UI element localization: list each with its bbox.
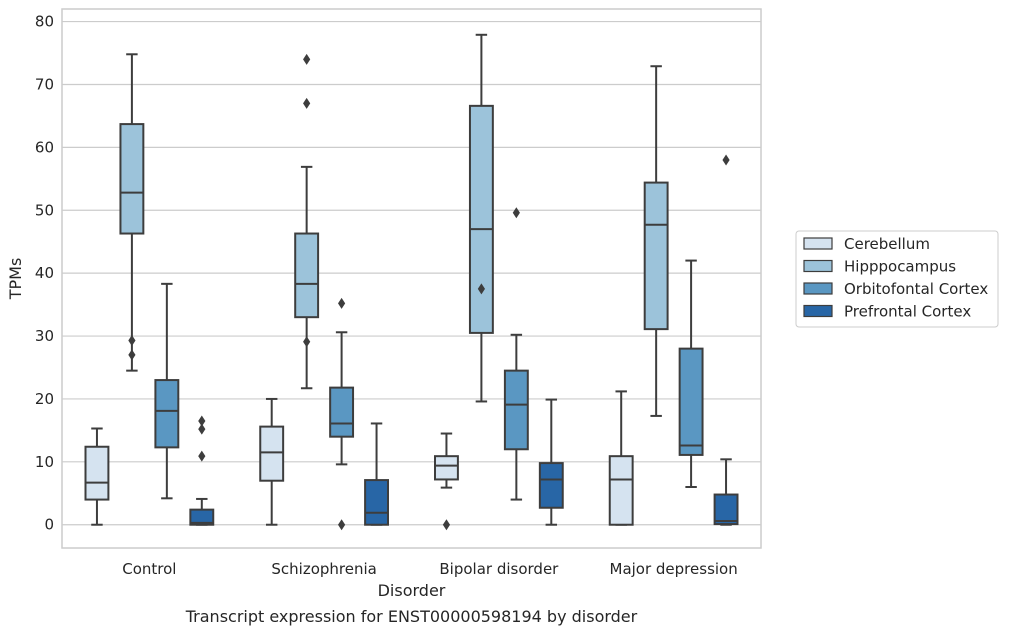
outlier-point	[198, 450, 206, 462]
box-3-2	[538, 398, 564, 526]
outlier-point	[198, 415, 206, 427]
x-tick-label: Schizophrenia	[271, 560, 376, 578]
y-tick-label: 50	[35, 201, 54, 219]
outlier-point	[303, 53, 311, 65]
y-tick-label: 60	[35, 138, 54, 156]
box-0-2	[434, 432, 459, 531]
box-iqr	[364, 479, 389, 526]
box-iqr	[643, 181, 669, 331]
x-tick-label: Major depression	[610, 560, 738, 578]
y-tick-label: 10	[35, 453, 54, 471]
box-1-2	[468, 33, 494, 403]
box-1-0	[119, 53, 145, 372]
box-iqr	[259, 425, 285, 482]
outlier-point	[477, 283, 485, 295]
box-0-1	[259, 397, 285, 526]
box-2-2	[503, 207, 529, 501]
box-1-3	[643, 65, 669, 417]
plot-frame	[61, 8, 762, 549]
box-iqr	[434, 455, 459, 481]
legend-frame	[795, 230, 999, 328]
legend-label: Cerebellum	[844, 235, 930, 253]
box-iqr	[84, 445, 110, 501]
legend-label: Prefrontal Cortex	[844, 303, 971, 321]
y-tick-label: 30	[35, 327, 54, 345]
x-tick-label: Bipolar disorder	[439, 560, 559, 578]
chart-caption: Transcript expression for ENST0000059819…	[185, 607, 638, 626]
legend: Cerebellum Hipppocampus Orbitofontal Corte…	[795, 230, 999, 328]
outlier-point	[303, 336, 311, 348]
box-iqr	[329, 386, 355, 438]
box-iqr	[119, 123, 145, 235]
box-0-0	[84, 427, 110, 526]
box-iqr	[713, 493, 739, 526]
outlier-point	[338, 519, 346, 531]
y-tick-label: 70	[35, 75, 54, 93]
legend-swatch	[803, 304, 833, 318]
x-tick-label: Control	[122, 560, 176, 578]
box-0-3	[608, 390, 634, 526]
box-2-3	[678, 259, 704, 488]
y-axis-ticks: 0 10 20 30 40 50 60 70 80	[35, 13, 54, 534]
outlier-point	[303, 97, 311, 109]
box-iqr	[154, 379, 180, 449]
box-iqr	[294, 232, 320, 319]
outlier-point	[722, 154, 730, 166]
outlier-point	[198, 423, 206, 435]
outlier-point	[128, 349, 136, 361]
boxes	[84, 33, 739, 531]
box-2-0	[154, 282, 180, 500]
legend-swatch	[803, 237, 833, 250]
legend-label: Hipppocampus	[844, 258, 956, 276]
box-1-1	[294, 53, 320, 390]
outlier-point	[128, 334, 136, 346]
y-tick-label: 80	[35, 13, 54, 31]
y-axis-label: TPMs	[6, 258, 25, 301]
box-iqr	[678, 347, 704, 456]
box-3-3	[713, 154, 739, 526]
legend-label: Orbitofontal Cortex	[844, 280, 988, 298]
y-tick-label: 0	[44, 516, 54, 534]
box-iqr	[503, 369, 529, 451]
box-iqr	[189, 508, 215, 526]
outlier-point	[512, 207, 520, 219]
box-iqr	[538, 462, 564, 509]
outlier-point	[338, 297, 346, 309]
y-tick-label: 40	[35, 264, 54, 282]
legend-swatch	[803, 259, 833, 273]
box-iqr	[468, 104, 494, 334]
box-3-1	[364, 422, 389, 526]
box-3-0	[189, 415, 215, 526]
x-axis-label: Disorder	[378, 581, 446, 600]
box-2-1	[329, 297, 355, 531]
outlier-point	[442, 519, 451, 531]
x-axis-ticks: Control Schizophrenia Bipolar disorder Majo…	[122, 560, 737, 578]
legend-swatch	[803, 282, 833, 295]
box-iqr	[608, 455, 634, 526]
y-tick-label: 20	[35, 390, 54, 408]
